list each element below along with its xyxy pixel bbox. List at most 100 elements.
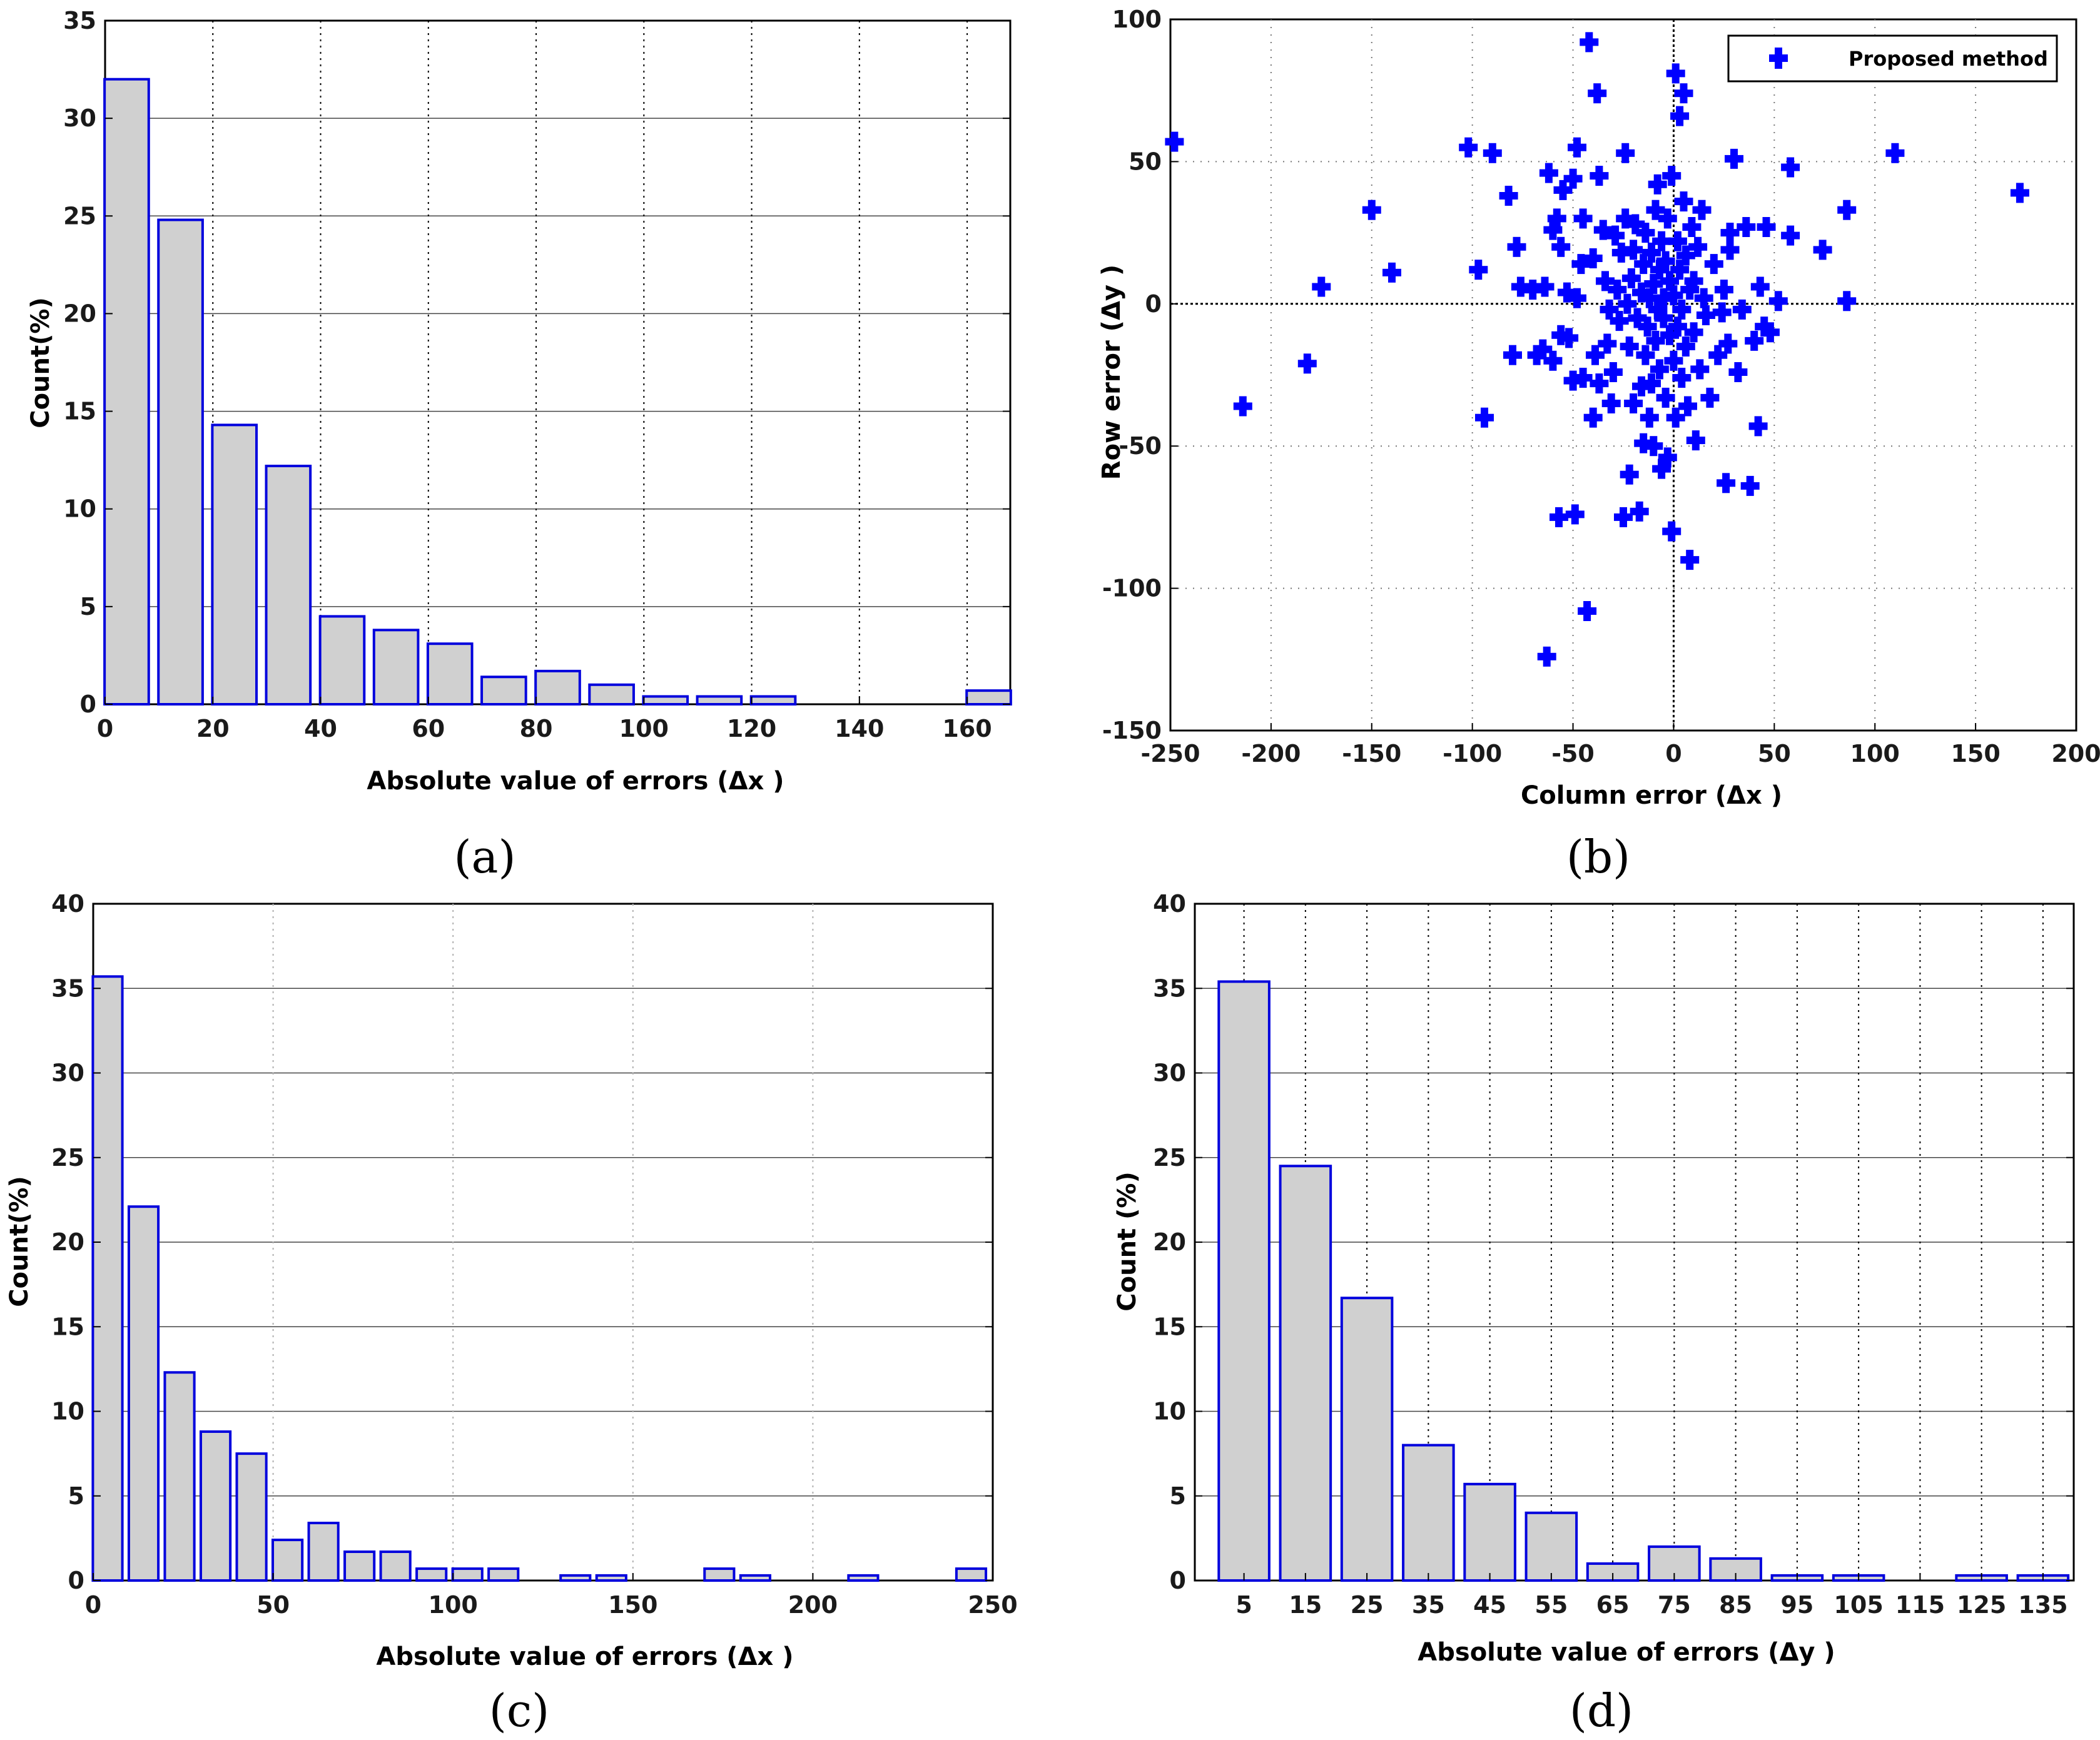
chart-b-point-h bbox=[2010, 189, 2029, 197]
chart-a-ytick-label: 20 bbox=[63, 300, 96, 327]
chart-d-bar bbox=[1402, 1444, 1455, 1582]
chart-b-xlabel: Column error (Δx ) bbox=[1521, 781, 1782, 810]
chart-b-point-h bbox=[1297, 360, 1317, 368]
chart-b-point bbox=[1668, 231, 1687, 251]
chart-d-xtick-label: 105 bbox=[1834, 1591, 1883, 1619]
chart-c-bar bbox=[595, 1574, 627, 1582]
chart-b-point-h bbox=[1737, 223, 1756, 231]
chart-b-point bbox=[1586, 345, 1605, 365]
chart-b-point bbox=[1598, 333, 1617, 354]
chart-b-point bbox=[1630, 501, 1649, 522]
chart-a-xlabel: Absolute value of errors (Δx ) bbox=[367, 767, 784, 796]
chart-c-bar bbox=[91, 975, 124, 1582]
chart-b-point-h bbox=[1588, 89, 1607, 98]
chart-b-point-h bbox=[1608, 286, 1627, 294]
chart-b-point-h bbox=[1684, 277, 1703, 285]
chart-d-xtick-label: 115 bbox=[1895, 1591, 1945, 1619]
chart-b-point bbox=[1674, 191, 1693, 212]
chart-a-bar bbox=[103, 78, 150, 706]
chart-b-point-h bbox=[1644, 442, 1663, 450]
chart-b-point-h bbox=[1560, 334, 1579, 342]
chart-b-point bbox=[1725, 148, 1743, 169]
chart-b-point bbox=[1662, 521, 1682, 542]
chart-b-point bbox=[1676, 245, 1695, 266]
chart-b-point-h bbox=[1547, 215, 1566, 223]
chart-b-point bbox=[1362, 200, 1381, 220]
chart-b-point-h bbox=[1678, 402, 1697, 410]
chart-b-point bbox=[1483, 143, 1502, 163]
chart-b-point-h bbox=[1646, 336, 1665, 345]
chart-b-point-h bbox=[1656, 393, 1675, 402]
chart-b-point bbox=[1600, 299, 1619, 320]
chart-b-point bbox=[1690, 359, 1710, 380]
chart-a-xtick-label: 160 bbox=[942, 715, 992, 742]
chart-b-point-h bbox=[1712, 308, 1732, 316]
chart-b-point-h bbox=[1656, 257, 1675, 265]
chart-b-point-h bbox=[1557, 288, 1576, 296]
chart-b-point-h bbox=[1676, 343, 1695, 350]
chart-b-point bbox=[1717, 473, 1736, 493]
chart-b-point-h bbox=[1537, 652, 1556, 660]
chart-b-point-h bbox=[1740, 482, 1760, 490]
chart-b-point bbox=[1601, 393, 1621, 413]
chart-b-point bbox=[1658, 208, 1677, 229]
chart-b-point-h bbox=[1565, 510, 1585, 518]
chart-b-point-h bbox=[1483, 149, 1502, 157]
chart-b-point-h bbox=[1732, 305, 1752, 313]
chart-b-point bbox=[1656, 387, 1675, 408]
chart-b-point-h bbox=[1728, 368, 1748, 376]
chart-c-ytick-label: 25 bbox=[51, 1144, 84, 1171]
chart-d-ytick-label: 10 bbox=[1153, 1398, 1186, 1425]
chart-b-point-h bbox=[1658, 453, 1677, 462]
chart-b-point bbox=[1646, 330, 1665, 351]
chart-b-point-h bbox=[1573, 374, 1593, 382]
chart-b-point-h bbox=[1586, 351, 1605, 359]
chart-b-point-h bbox=[1583, 413, 1603, 422]
chart-b-point bbox=[1507, 236, 1526, 257]
chart-b-point-h bbox=[1568, 294, 1586, 302]
chart-b-point bbox=[1720, 223, 1740, 243]
chart-b-point bbox=[1573, 368, 1593, 388]
chart-b-point bbox=[1636, 345, 1655, 365]
chart-b-xtick-label: -200 bbox=[1241, 740, 1301, 767]
chart-b-point bbox=[1578, 601, 1597, 621]
chart-b-point bbox=[1666, 63, 1685, 84]
chart-b-point-h bbox=[1553, 186, 1573, 194]
chart-b-point bbox=[1603, 362, 1623, 382]
chart-b-legend: Proposed method bbox=[1727, 34, 2058, 83]
chart-b-point bbox=[1676, 336, 1695, 357]
chart-b-point bbox=[1704, 254, 1723, 275]
chart-c-bar bbox=[307, 1522, 340, 1582]
chart-b-point-h bbox=[1885, 149, 1905, 157]
chart-c-bar bbox=[235, 1452, 268, 1582]
chart-b-point bbox=[1590, 166, 1609, 186]
chart-c-bar bbox=[955, 1567, 988, 1582]
chart-b-point bbox=[1666, 407, 1685, 428]
chart-b-point-h bbox=[1507, 243, 1526, 251]
chart-a-bar bbox=[696, 695, 743, 706]
chart-b-point-h bbox=[1573, 215, 1593, 223]
chart-b-point bbox=[1720, 240, 1740, 260]
chart-d-xtick-label: 35 bbox=[1412, 1591, 1445, 1619]
chart-d-ytick-label: 20 bbox=[1153, 1228, 1186, 1256]
chart-b-xtick-label: -50 bbox=[1551, 740, 1595, 767]
chart-b-frame bbox=[1169, 18, 2077, 732]
chart-b-point-h bbox=[1551, 243, 1571, 251]
chart-b-legend-label: Proposed method bbox=[1849, 47, 2048, 71]
chart-b-point bbox=[1757, 217, 1776, 237]
chart-b-point-h bbox=[1750, 283, 1770, 291]
chart-d-ytick-label: 30 bbox=[1153, 1060, 1186, 1087]
chart-d-xtick-label: 45 bbox=[1473, 1591, 1506, 1619]
chart-b-point-h bbox=[1624, 400, 1643, 407]
chart-b-point bbox=[1560, 328, 1579, 348]
chart-b-point bbox=[1475, 407, 1494, 428]
chart-b-point bbox=[1672, 299, 1692, 320]
chart-c-ytick-label: 0 bbox=[68, 1567, 84, 1594]
chart-b-point-h bbox=[1642, 380, 1661, 388]
chart-b-point-h bbox=[1748, 422, 1768, 430]
chart-c-xtick-label: 200 bbox=[788, 1591, 838, 1619]
chart-b-xtick-label: -100 bbox=[1443, 740, 1502, 767]
chart-b-point bbox=[1553, 180, 1573, 200]
chart-b-point-h bbox=[1668, 323, 1687, 331]
chart-a-xtick-label: 20 bbox=[196, 715, 230, 742]
